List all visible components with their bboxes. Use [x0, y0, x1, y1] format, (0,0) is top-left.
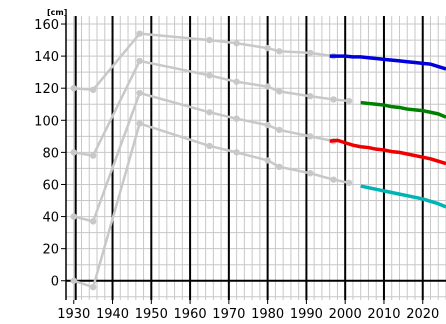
continuous-series-group	[329, 54, 446, 209]
historic-point	[276, 48, 283, 55]
x-axis-ticks: 1930 1940 1950 1960 1970 1980 1990 2000 2010 2020	[57, 300, 439, 322]
historic-point	[89, 86, 97, 94]
y-tick-label: 40	[42, 211, 59, 226]
historic-point	[345, 179, 353, 187]
x-tick-label: 1950	[135, 307, 168, 322]
historic-series-line	[73, 122, 350, 289]
historic-point	[70, 149, 77, 156]
y-tick-label: 80	[42, 146, 59, 161]
y-tick-label: 20	[42, 243, 59, 258]
y-unit-label: [cm]	[47, 8, 67, 17]
continuous-series-line	[360, 184, 446, 209]
y-tick-label: 100	[34, 114, 59, 129]
x-tick-label: 2020	[406, 307, 439, 322]
historic-point	[233, 40, 240, 47]
historic-point	[70, 213, 77, 220]
y-tick-label: 160	[34, 18, 59, 33]
historic-point	[276, 88, 283, 95]
historic-point	[330, 96, 337, 103]
continuous-series-line	[329, 138, 446, 166]
y-axis-ticks: 0 20 40 60 80 100 120 140 160	[34, 18, 66, 290]
historic-point	[264, 157, 271, 164]
historic-point	[206, 109, 213, 116]
historic-point	[206, 142, 213, 150]
continuous-series-line	[360, 100, 446, 119]
historic-point	[89, 152, 97, 159]
historic-point	[70, 85, 77, 92]
historic-point	[136, 120, 143, 127]
y-tick-label: 0	[51, 275, 59, 290]
historic-point	[330, 176, 337, 183]
x-tick-label: 1970	[212, 307, 245, 322]
historic-point	[345, 97, 353, 105]
historic-point	[307, 93, 314, 100]
y-tick-label: 120	[34, 82, 59, 97]
x-tick-label: 2000	[329, 307, 362, 322]
historic-point	[70, 277, 77, 284]
historic-series-group	[70, 30, 353, 291]
historic-point	[206, 36, 213, 44]
x-tick-label: 1940	[96, 307, 129, 322]
historic-point	[276, 163, 283, 171]
historic-point	[233, 115, 240, 122]
historic-point	[264, 83, 271, 90]
x-tick-label: 2010	[367, 307, 400, 322]
historic-point	[276, 126, 283, 134]
historic-point	[136, 30, 143, 37]
x-tick-label: 1980	[251, 307, 284, 322]
historic-point	[264, 44, 271, 52]
historic-series-line	[73, 59, 350, 157]
y-tick-label: 140	[34, 50, 59, 65]
continuous-series-line	[329, 54, 446, 71]
historic-point	[89, 283, 97, 291]
historic-point	[307, 133, 314, 140]
historic-point	[136, 89, 143, 97]
historic-point	[307, 170, 314, 177]
historic-point	[264, 121, 271, 129]
historic-point	[206, 72, 213, 79]
y-tick-label: 60	[42, 178, 59, 193]
historic-point	[233, 78, 240, 85]
historic-point	[233, 149, 240, 156]
historic-point	[307, 49, 314, 57]
x-tick-label: 1990	[290, 307, 323, 322]
historic-point	[136, 57, 143, 65]
historic-point	[89, 218, 97, 225]
x-tick-label: 1960	[174, 307, 207, 322]
x-tick-label: 1930	[57, 307, 90, 322]
